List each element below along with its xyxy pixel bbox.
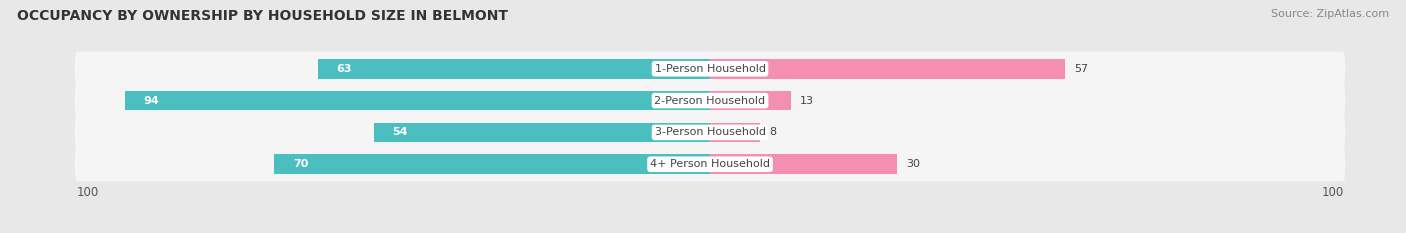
- Text: Source: ZipAtlas.com: Source: ZipAtlas.com: [1271, 9, 1389, 19]
- Legend: Owner-occupied, Renter-occupied: Owner-occupied, Renter-occupied: [589, 232, 831, 233]
- Bar: [710, 59, 1064, 79]
- Text: 30: 30: [905, 159, 920, 169]
- Text: 63: 63: [336, 64, 352, 74]
- Text: 57: 57: [1074, 64, 1088, 74]
- Bar: [125, 91, 710, 110]
- Bar: [374, 123, 710, 142]
- Text: OCCUPANCY BY OWNERSHIP BY HOUSEHOLD SIZE IN BELMONT: OCCUPANCY BY OWNERSHIP BY HOUSEHOLD SIZE…: [17, 9, 508, 23]
- Text: 4+ Person Household: 4+ Person Household: [650, 159, 770, 169]
- Bar: [710, 91, 792, 110]
- Text: 54: 54: [392, 127, 408, 137]
- FancyBboxPatch shape: [75, 83, 1346, 118]
- Text: 94: 94: [143, 96, 159, 106]
- Bar: [710, 154, 897, 174]
- Bar: [318, 59, 710, 79]
- FancyBboxPatch shape: [75, 147, 1346, 181]
- FancyBboxPatch shape: [75, 52, 1346, 86]
- Text: 13: 13: [800, 96, 814, 106]
- FancyBboxPatch shape: [75, 115, 1346, 150]
- Bar: [274, 154, 710, 174]
- Text: 1-Person Household: 1-Person Household: [655, 64, 765, 74]
- Text: 2-Person Household: 2-Person Household: [654, 96, 766, 106]
- Text: 70: 70: [292, 159, 308, 169]
- Text: 3-Person Household: 3-Person Household: [655, 127, 765, 137]
- Bar: [710, 123, 759, 142]
- Text: 8: 8: [769, 127, 776, 137]
